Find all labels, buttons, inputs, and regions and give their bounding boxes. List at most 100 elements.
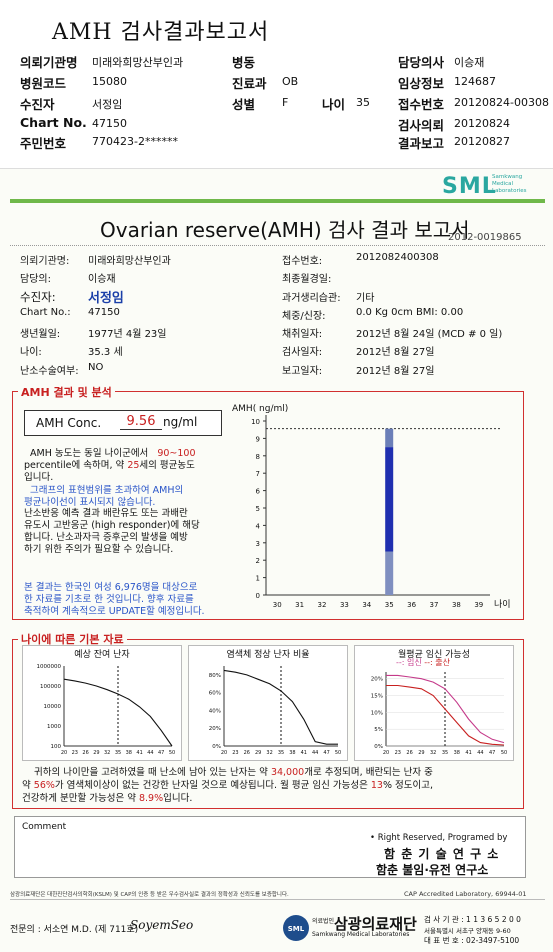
summary-text: 건강하게 분만할 가능성은 약 [22,793,136,804]
header-label: 담당의사 [398,55,445,70]
y-tick-label: 10% [371,710,383,716]
y-tick-label: 1000000 [37,664,62,670]
amh-text: 하기 위한 주의가 필요할 수 있습니다. [24,544,174,555]
y-tick-label: 100000 [40,684,61,690]
sml-logo-subtitle: Samkwang Medical Laboratories [492,174,526,195]
x-tick-label: 35 [278,750,284,756]
header-value: F [282,96,289,109]
logo-sub-line: Medical [492,181,514,187]
y-tick-label: 15% [371,694,383,700]
x-tick-label: 38 [452,601,461,609]
report-number: 2012-0019865 [448,232,522,243]
chart-ylabel: AMH( ng/ml) [232,404,288,414]
amh-text: AMH 농도는 동일 나이군에서 [30,448,149,459]
y-tick-label: 0 [256,592,260,600]
info-value: 35.3 세 [88,347,123,358]
header-label: 병동 [232,55,256,70]
header-label: 성별 [232,97,256,112]
header-value: 20120824 [454,117,510,130]
header-value: 124687 [454,75,496,88]
series-line [223,669,338,745]
legend-pregnancy: --: 임신 [396,658,422,667]
x-tick-label: 50 [169,750,175,756]
info-key: 수진자: [20,290,56,304]
x-tick-label: 38 [454,750,460,756]
y-tick-label: 10000 [44,704,62,710]
chart-frame [22,645,182,761]
x-tick-label: 30 [273,601,282,609]
chart-title: 염색체 정상 난자 비율 [226,650,310,660]
x-tick-label: 20 [221,750,227,756]
header-value: 35 [356,96,370,109]
rights-text: • Right Reserved, Programed by [370,833,508,843]
x-tick-label: 32 [318,601,327,609]
foundation-en: Samkwang Medical Laboratories [312,931,410,938]
amh-conc-value: 9.56 [120,414,162,430]
amh-text: percentile에 속하며, 약 [24,460,125,471]
y-tick-label: 100 [51,744,62,750]
header-value: 이승재 [454,56,485,69]
chart-title: 월평균 임신 가능성 [398,650,470,660]
x-tick-label: 47 [489,750,495,756]
header-label: 주민번호 [20,136,67,151]
chart-frame [188,645,348,761]
x-tick-label: 20 [61,750,67,756]
header-title: AMH 검사결과보고서 [52,20,270,45]
info-key: 생년월일: [20,329,61,340]
amh-text: 한 자료를 기초로 한 것입니다. 향후 자료를 [24,594,194,605]
x-tick-label: 44 [477,750,483,756]
x-tick-label: 38 [126,750,132,756]
header-value: 20120824-00308 [454,96,549,109]
x-tick-label: 47 [158,750,164,756]
x-tick-label: 23 [232,750,238,756]
cap-text: CAP Accredited Laboratory, 69944-01 [404,890,527,898]
amh-conc-label: AMH Conc. [36,416,102,430]
summary-text: 가 염색체이상이 없는 건강한 난자일 것으로 예상됩니다. 월 평균 임신 가… [54,780,368,791]
x-tick-label: 34 [362,601,371,609]
x-tick-label: 33 [340,601,349,609]
y-tick-label: 0% [374,744,383,750]
info-value: 1977년 4월 23일 [88,329,167,340]
chart-title: 예상 잔여 난자 [74,650,130,660]
y-tick-label: 0% [212,744,221,750]
egg-reserve-chart: 100 1000 10000 100000 1000000 20 23 26 29 32 35 38 4… [37,664,176,756]
foundation-logo-icon: SML [283,915,309,941]
y-tick-label: 4 [256,522,261,530]
x-tick-label: 26 [406,750,412,756]
amh-section [12,391,524,620]
header-label: 검사의뢰 [398,118,445,133]
info-value: 기타 [356,293,375,304]
series-line [386,674,505,744]
info-key: 최종월경일: [282,274,332,285]
info-value: NO [88,362,104,373]
x-tick-label: 35 [115,750,121,756]
summary-text: 개로 추정되며, 배란되는 난자 중 [304,767,433,778]
patient-name: 서정임 [88,291,124,306]
x-tick-label: 29 [255,750,261,756]
header-label: 진료과 [232,76,267,91]
x-tick-label: 41 [465,750,471,756]
y-tick-label: 5% [374,727,383,733]
amh-paragraph-2: 그래프의 표현범위를 초과하여 AMH의 평균나이선이 표시되지 않습니다. [24,485,229,509]
info-value: 2012082400308 [356,252,439,263]
info-key: 보고일자: [282,366,323,377]
amh-paragraph-4: 본 결과는 한국인 여성 6,976명을 대상으로 한 자료를 기초로 한 것입… [24,582,234,618]
chart-xlabel: 나이 [494,599,511,610]
amh-equiv-age: 25 [127,460,140,471]
y-tick-label: 7 [256,470,260,478]
info-key: 검사일자: [282,347,323,358]
x-tick-label: 26 [244,750,250,756]
x-tick-label: 32 [430,750,436,756]
info-key: 나이: [20,347,42,358]
header-value: 770423-2****** [92,135,178,148]
header-row: 의뢰기관명 [20,52,78,71]
amh-text: 축적하여 계속적으로 UPDATE할 예정입니다. [24,606,205,617]
header-value: 15080 [92,75,127,88]
chart-frame [354,645,514,761]
info-key: Chart No.: [20,307,71,318]
foundation-name: 삼광의료재단 [334,915,417,933]
footer-divider [10,899,545,900]
org-name-1: 함 춘 기 술 연 구 소 [384,847,500,861]
info-key: 담당의: [20,274,51,285]
summary-normal-ratio: 56% [33,780,55,791]
